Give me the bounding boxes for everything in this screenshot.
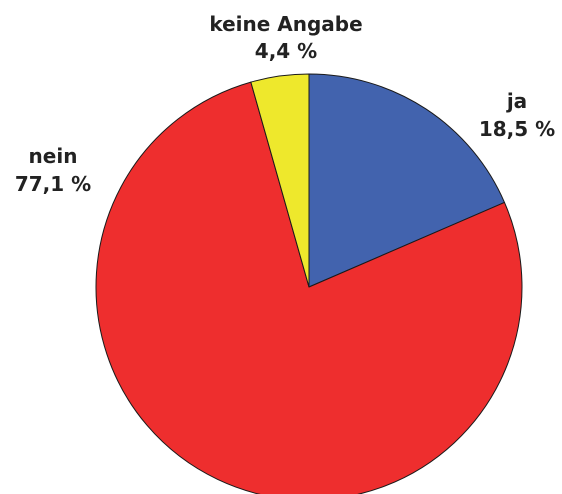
slice-value-ja: 18,5 % (479, 117, 555, 141)
slice-label-nein: nein (29, 144, 78, 168)
slice-value-nein: 77,1 % (15, 172, 91, 196)
slice-value-keine-angabe: 4,4 % (255, 39, 317, 63)
slice-label-ja: ja (506, 89, 527, 113)
slice-label-keine-angabe: keine Angabe (209, 12, 362, 36)
slices-layer (95, 73, 523, 494)
pie-slice-keine-angabe (250, 73, 310, 288)
labels-layer: ja 18,5 % nein 77,1 % keine Angabe 4,4 % (15, 12, 555, 196)
pie-slice-ja (308, 73, 505, 288)
pie-slice-nein (95, 81, 523, 494)
